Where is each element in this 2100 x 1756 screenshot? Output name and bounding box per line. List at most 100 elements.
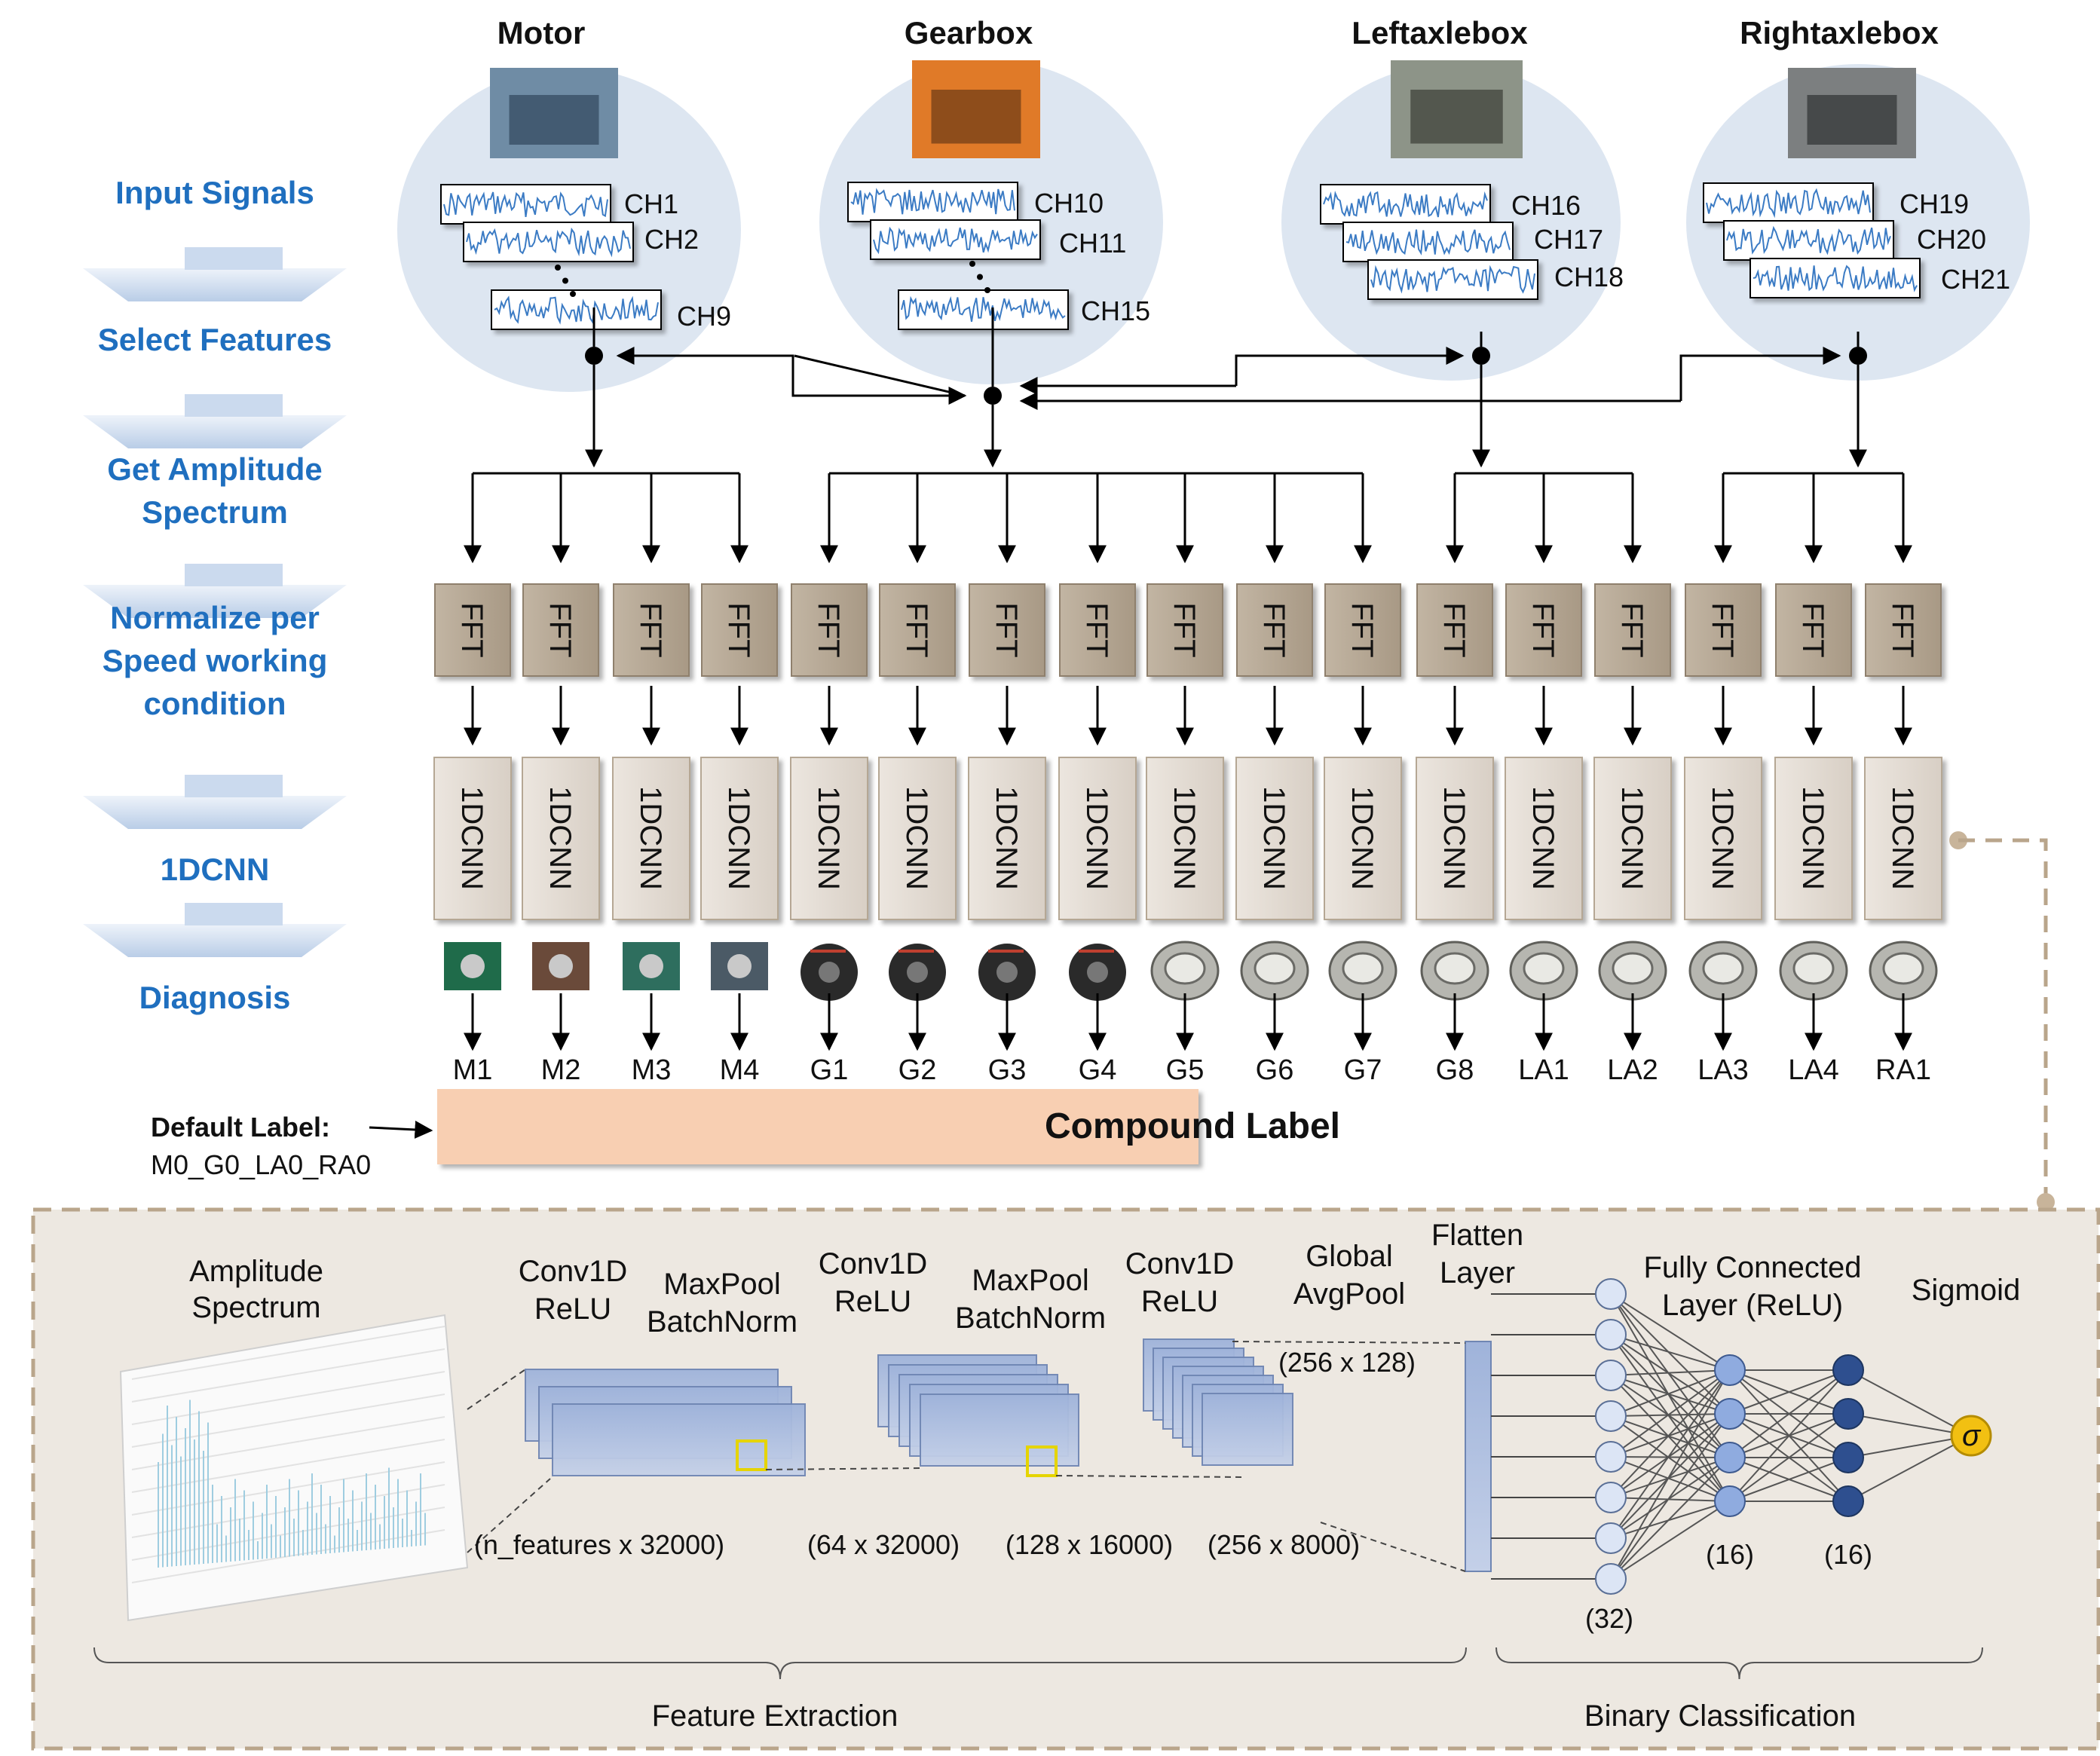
connector-dashed-line [1958, 838, 2048, 1191]
1dcnn-box [1146, 757, 1224, 920]
network-edge [1729, 1413, 1849, 1502]
fft-box [613, 583, 690, 677]
model-column-14: FFT 1DCNN LA2 [1593, 473, 1672, 1086]
signal-waveform [873, 226, 1038, 255]
output-label-g4: G4 [1079, 1054, 1117, 1086]
binary-classification-label: Binary Classification [1584, 1699, 1856, 1733]
conv2-label: Conv1D ReLU [819, 1247, 928, 1318]
channel-label-ch10: CH10 [1034, 188, 1104, 219]
ellipsis-dot [984, 287, 990, 293]
component-groups: Motor CH1 CH2 CH9 Gearbox CH10 CH11 CH15 Leftaxl… [397, 15, 2030, 392]
ellipsis-dot [555, 265, 561, 271]
pipeline-steps: Input Signals Select Features Get Amplitud… [83, 175, 347, 1015]
gear-hub [819, 962, 840, 983]
component-motor: Motor CH1 CH2 CH9 [397, 15, 741, 392]
fft-box [1775, 583, 1852, 677]
plot-gridline [131, 1393, 445, 1448]
plot-gridline [131, 1439, 445, 1493]
ellipsis-dot [570, 291, 576, 297]
dimension-label-3: (128 x 16000) [1006, 1529, 1173, 1560]
signal-waveform [443, 191, 608, 218]
signal-window [1703, 182, 1874, 223]
plot-gridline [131, 1484, 445, 1538]
channel-label-ch15: CH15 [1081, 295, 1150, 326]
network-edge [1610, 1413, 1731, 1580]
step-label-6: Diagnosis [139, 980, 291, 1015]
signal-waveform [494, 295, 659, 325]
network-edge [1610, 1457, 1731, 1539]
network-edge [1729, 1369, 1849, 1415]
fault-component-photo [1069, 944, 1126, 1001]
hidden-node [1832, 1485, 1864, 1517]
1dcnn-label: 1DCNN [1168, 786, 1201, 890]
signal-waveform [850, 188, 1015, 215]
feature-hub-4 [1849, 347, 1867, 365]
model-column-13: FFT 1DCNN LA1 [1505, 473, 1583, 1086]
1dcnn-label: 1DCNN [1345, 786, 1379, 890]
sigmoid-label: Sigmoid [1912, 1274, 2021, 1307]
default-label-title: Default Label [151, 1112, 321, 1143]
signal-waveform [1753, 265, 1918, 292]
ellipsis-dot [969, 261, 975, 267]
network-edge [1610, 1375, 1731, 1458]
fft-box [1416, 583, 1493, 677]
feature-hub-1 [585, 347, 603, 365]
step-chevron-stem-4 [185, 775, 283, 797]
hidden-node [1714, 1485, 1746, 1517]
output-label-g1: G1 [810, 1054, 849, 1086]
gearbox-rightaxle-link [1679, 347, 1841, 401]
network-edge [1610, 1456, 1731, 1502]
fault-component-photo [711, 942, 768, 990]
network-edge [1610, 1375, 1731, 1502]
network-edge [1610, 1375, 1731, 1415]
fault-component-photo [1869, 941, 1938, 1001]
1dcnn-label: 1DCNN [1080, 786, 1113, 890]
projection-line [1320, 1522, 1466, 1572]
bearing-inner-ring [1702, 952, 1744, 985]
signal-window [1320, 184, 1491, 225]
fault-component-photo [801, 944, 858, 1001]
signal-waveform [1323, 191, 1488, 218]
network-edge [1610, 1413, 1731, 1498]
output-label-la4: LA4 [1788, 1054, 1839, 1086]
fault-component-photo [1598, 941, 1667, 1001]
model-column-17: FFT 1DCNN RA1 [1864, 473, 1942, 1086]
default-label-arrow [369, 1120, 433, 1139]
network-edge [1610, 1413, 1731, 1458]
network-edge [1729, 1369, 1849, 1502]
fault-component-photo [889, 944, 946, 1001]
fault-component-photo [1328, 941, 1397, 1001]
1dcnn-box [1058, 757, 1137, 920]
fft-box [879, 583, 956, 677]
model-columns: FFT 1DCNN M1 FFT 1DCNN M2 FFT 1DCNN M3 FFT 1DCNN M4… [433, 473, 1942, 1086]
1dcnn-box [433, 757, 512, 920]
step-label-2: Select Features [98, 322, 332, 357]
1dcnn-box [1774, 757, 1853, 920]
network-edge [1610, 1415, 1731, 1502]
fft-label: FFT [1080, 602, 1113, 657]
projection-line [765, 1467, 920, 1470]
gear-hub [996, 962, 1018, 983]
1dcnn-box [1593, 757, 1672, 920]
plot-gridline [131, 1348, 445, 1403]
channel-label-ch19: CH19 [1899, 188, 1969, 219]
channel-label-ch20: CH20 [1917, 224, 1986, 255]
signal-waveform [901, 295, 1066, 322]
network-edge [1610, 1369, 1731, 1580]
fft-label: FFT [1345, 602, 1379, 657]
fault-component-photo [1240, 941, 1309, 1001]
network-edge [1847, 1413, 1972, 1436]
gap-label: Global AvgPool [1293, 1240, 1405, 1311]
signal-window [1367, 259, 1538, 300]
gearbox-leftaxle-link [1235, 347, 1465, 386]
gearbox-photo-detail [931, 90, 1021, 144]
output-label-la1: LA1 [1518, 1054, 1569, 1086]
network-edge [1847, 1435, 1972, 1458]
network-edge [1610, 1369, 1731, 1539]
hidden-node [1832, 1442, 1864, 1473]
plot-gridline [131, 1507, 445, 1561]
step-label-1: Input Signals [115, 175, 314, 210]
fft-label: FFT [1437, 602, 1471, 657]
component-gearbox: Gearbox CH10 CH11 CH15 [819, 15, 1163, 384]
fft-label: FFT [990, 602, 1023, 657]
